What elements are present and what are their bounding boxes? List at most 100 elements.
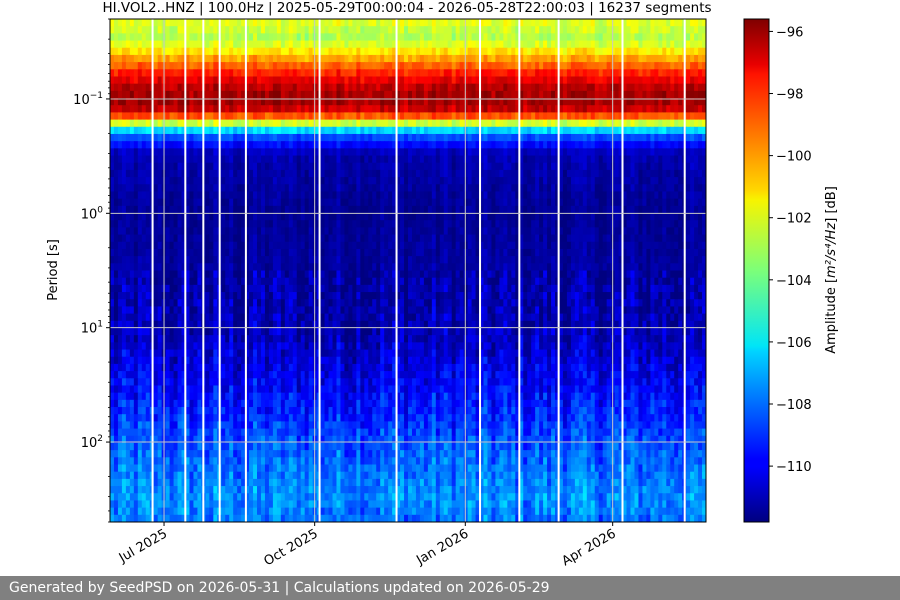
heatmap-cell — [205, 47, 210, 56]
heatmap-cell — [233, 234, 238, 243]
heatmap-cell — [535, 241, 540, 250]
heatmap-cell — [173, 184, 179, 193]
heatmap-cell — [435, 98, 441, 106]
heatmap-cell — [495, 112, 500, 121]
heatmap-cell — [400, 148, 405, 157]
heatmap-cell — [443, 105, 449, 114]
heatmap-cell — [670, 191, 675, 200]
heatmap-cell — [225, 54, 230, 63]
heatmap-cell — [646, 47, 651, 56]
heatmap-cell — [547, 33, 552, 42]
heatmap-cell — [654, 169, 659, 178]
heatmap-cell — [193, 256, 199, 264]
heatmap-cell — [253, 191, 258, 200]
heatmap-cell — [558, 126, 564, 135]
heatmap-cell — [650, 177, 655, 185]
heatmap-cell — [650, 33, 655, 42]
heatmap-cell — [110, 205, 115, 214]
heatmap-cell — [221, 177, 226, 185]
heatmap-cell — [590, 205, 596, 214]
heatmap-cell — [666, 141, 671, 149]
heatmap-cell — [129, 98, 135, 106]
heatmap-cell — [551, 126, 556, 135]
heatmap-cell — [511, 133, 516, 142]
heatmap-cell — [455, 133, 461, 142]
heatmap-cell — [455, 169, 461, 178]
heatmap-cell — [618, 241, 624, 250]
heatmap-cell — [694, 155, 699, 164]
heatmap-cell — [177, 184, 183, 193]
heatmap-cell — [467, 198, 473, 207]
heatmap-cell — [578, 54, 584, 63]
heatmap-cell — [622, 205, 628, 214]
heatmap-cell — [197, 155, 202, 164]
heatmap-cell — [125, 69, 131, 78]
heatmap-cell — [423, 234, 429, 243]
heatmap-cell — [658, 205, 663, 214]
heatmap-cell — [415, 248, 421, 257]
heatmap-cell — [133, 62, 139, 70]
heatmap-cell — [451, 191, 457, 200]
heatmap-cell — [181, 105, 187, 114]
heatmap-cell — [459, 19, 465, 27]
heatmap-cell — [280, 40, 286, 49]
heatmap-cell — [157, 69, 163, 78]
heatmap-cell — [662, 177, 667, 185]
heatmap-cell — [129, 76, 135, 85]
heatmap-cell — [527, 234, 532, 243]
heatmap-cell — [213, 177, 218, 185]
heatmap-cell — [392, 205, 397, 214]
heatmap-cell — [475, 155, 481, 164]
heatmap-cell — [455, 213, 461, 221]
heatmap-cell — [626, 26, 632, 34]
heatmap-cell — [435, 133, 441, 142]
heatmap-cell — [570, 205, 576, 214]
heatmap-cell — [578, 162, 584, 171]
heatmap-cell — [117, 155, 123, 164]
heatmap-cell — [479, 198, 485, 207]
heatmap-cell — [686, 184, 691, 193]
heatmap-cell — [487, 98, 493, 106]
heatmap-cell — [475, 69, 481, 78]
heatmap-cell — [515, 126, 520, 135]
heatmap-cell — [213, 141, 218, 149]
heatmap-cell — [471, 248, 477, 257]
heatmap-cell — [694, 248, 699, 257]
heatmap-cell — [336, 191, 342, 200]
heatmap-cell — [276, 169, 282, 178]
heatmap-cell — [328, 112, 334, 121]
heatmap-cell — [384, 177, 389, 185]
heatmap-cell — [268, 90, 274, 99]
heatmap-cell — [483, 198, 489, 207]
heatmap-cell — [558, 133, 564, 142]
heatmap-cell — [408, 198, 413, 207]
heatmap-cell — [702, 40, 706, 49]
heatmap-cell — [479, 69, 485, 78]
heatmap-cell — [336, 169, 342, 178]
heatmap-cell — [427, 90, 433, 99]
heatmap-cell — [173, 126, 179, 135]
heatmap-cell — [670, 90, 675, 99]
heatmap-cell — [690, 213, 695, 221]
heatmap-cell — [634, 155, 640, 164]
heatmap-cell — [340, 155, 346, 164]
heatmap-cell — [157, 213, 163, 221]
heatmap-cell — [662, 234, 667, 243]
heatmap-cell — [304, 191, 310, 200]
heatmap-cell — [606, 241, 612, 250]
heatmap-cell — [658, 198, 663, 207]
heatmap-cell — [296, 205, 302, 214]
heatmap-cell — [292, 213, 298, 221]
heatmap-cell — [336, 62, 342, 70]
heatmap-cell — [523, 198, 528, 207]
heatmap-cell — [145, 241, 151, 250]
heatmap-cell — [145, 47, 151, 56]
heatmap-cell — [264, 19, 270, 27]
heatmap-cell — [177, 33, 183, 42]
heatmap-cell — [392, 62, 397, 70]
heatmap-cell — [658, 90, 663, 99]
heatmap-cell — [578, 141, 584, 149]
heatmap-cell — [555, 162, 560, 171]
heatmap-cell — [392, 155, 397, 164]
heatmap-cell — [117, 248, 123, 257]
